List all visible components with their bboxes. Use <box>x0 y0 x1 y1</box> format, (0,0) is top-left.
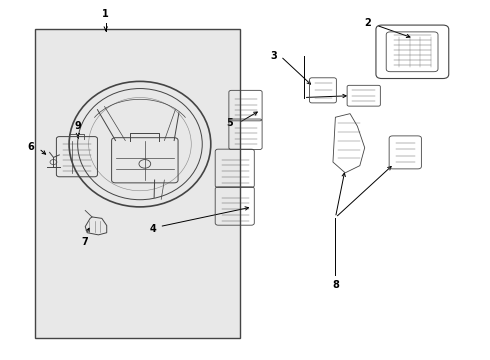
Text: 7: 7 <box>82 237 89 247</box>
Text: 2: 2 <box>364 18 370 28</box>
Bar <box>35 30 240 338</box>
Text: 3: 3 <box>270 51 277 61</box>
Text: 1: 1 <box>102 9 109 19</box>
Text: 4: 4 <box>149 225 156 234</box>
Text: 6: 6 <box>27 142 34 152</box>
Text: 9: 9 <box>74 121 81 131</box>
Text: 5: 5 <box>226 118 233 128</box>
Text: 8: 8 <box>332 280 339 291</box>
